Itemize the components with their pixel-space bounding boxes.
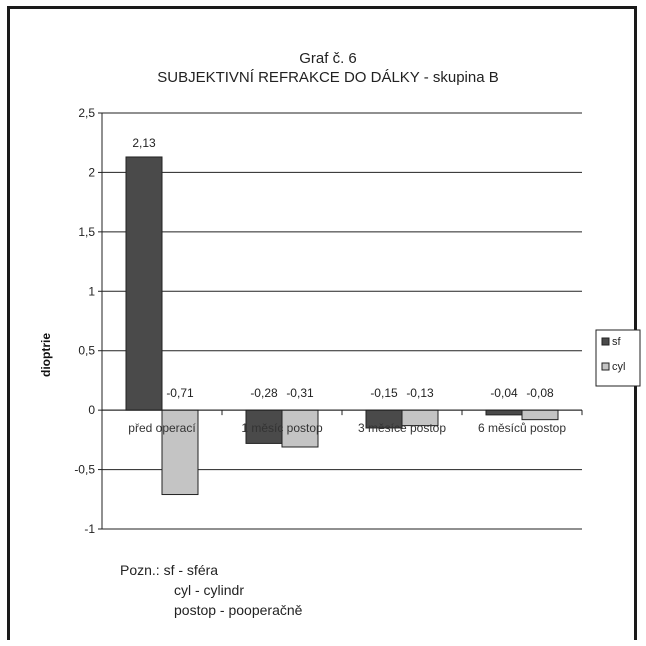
chart-subtitle: SUBJEKTIVNÍ REFRAKCE DO DÁLKY - skupina … <box>157 69 499 86</box>
axes: 2,5 2 1,5 1 0,5 0 -0,5 -1 před operací 1 měsíc po… <box>74 106 583 536</box>
bar-cyl <box>521 409 559 421</box>
data-label-cyl: -0,13 <box>406 386 434 400</box>
legend-label-sf: sf <box>612 336 622 348</box>
note-line-3: postop - pooperačně <box>174 602 303 618</box>
chart-title: Graf č. 6 <box>299 50 357 67</box>
note-line-1: sf - sféra <box>163 562 219 578</box>
y-tick-label: 1,5 <box>78 225 95 239</box>
data-label-cyl: -0,08 <box>526 386 554 400</box>
x-tick-label: před operací <box>128 421 196 435</box>
x-tick-label: 3 měsíce postop <box>358 421 446 435</box>
y-tick-label: 2 <box>88 165 95 179</box>
note-line-2: cyl - cylindr <box>174 582 245 598</box>
x-tick-label: 1 měsíc postop <box>241 421 323 435</box>
y-tick-label: 0 <box>88 403 95 417</box>
y-tick-label: 0,5 <box>78 344 95 358</box>
data-label-sf: -0,28 <box>250 386 278 400</box>
bar-sf <box>125 156 163 411</box>
y-tick-label: -1 <box>84 522 95 536</box>
bar-sf <box>485 409 523 416</box>
note-prefix: Pozn.: <box>120 562 160 578</box>
data-labels: 2,13 -0,28 -0,15 -0,04 -0,71 -0,31 -0,13 -0,08 <box>132 136 554 400</box>
data-label-cyl: -0,71 <box>166 386 194 400</box>
data-label-sf: 2,13 <box>132 136 156 150</box>
bars <box>125 156 559 496</box>
legend-swatch-cyl <box>601 362 610 371</box>
chart-frame <box>7 6 637 640</box>
legend-label-cyl: cyl <box>612 361 625 373</box>
y-tick-label: -0,5 <box>74 463 95 477</box>
data-label-sf: -0,04 <box>490 386 518 400</box>
chart-note: Pozn.: sf - sféra cyl - cylindr postop -… <box>120 560 302 620</box>
y-axis-label: dioptrie <box>39 333 53 377</box>
x-tick-label: 6 měsíců postop <box>478 421 566 435</box>
data-label-sf: -0,15 <box>370 386 398 400</box>
legend-swatch-sf <box>601 337 610 346</box>
y-tick-label: 2,5 <box>78 106 95 120</box>
y-tick-label: 1 <box>88 284 95 298</box>
legend: sf cyl <box>595 329 641 387</box>
note-row-1: Pozn.: sf - sféra <box>120 560 302 580</box>
data-label-cyl: -0,31 <box>286 386 314 400</box>
